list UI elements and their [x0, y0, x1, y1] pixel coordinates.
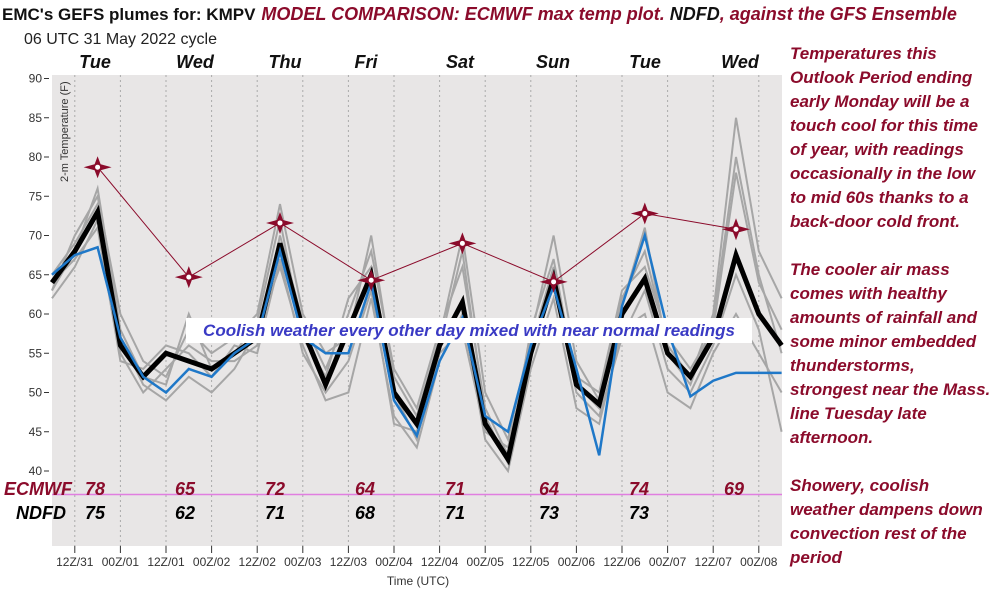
day-label: Tue: [629, 52, 661, 72]
x-tick-label: 00Z/03: [284, 555, 322, 569]
ndfd-value: 62: [174, 503, 196, 523]
ecmwf-value: 64: [354, 479, 376, 499]
ecmwf-value: 71: [444, 479, 466, 499]
x-tick-label: 00Z/02: [193, 555, 231, 569]
day-label: Wed: [176, 52, 214, 72]
chart-title: EMC's GEFS plumes for: KMPV: [2, 5, 256, 24]
ecmwf-marker-center: [642, 211, 648, 217]
ecmwf-value: 64: [538, 479, 560, 499]
x-axis-label: Time (UTC): [387, 574, 449, 588]
day-label: Tue: [79, 52, 111, 72]
ecmwf-value: 69: [723, 479, 745, 499]
ecmwf-marker-center: [733, 226, 739, 232]
ecmwf-value: 65: [174, 479, 196, 499]
y-tick-label: 70: [29, 229, 43, 243]
ensemble-member-line: [51, 156, 783, 467]
x-tick-label: 12Z/04: [421, 555, 459, 569]
x-tick-label: 00Z/08: [740, 555, 778, 569]
ndfd-value: 71: [264, 503, 286, 523]
day-label: Sun: [536, 52, 570, 72]
y-tick-label: 45: [29, 425, 43, 439]
ndfd-value: 73: [628, 503, 650, 523]
plot-area: [52, 75, 782, 546]
ndfd-value: 75: [84, 503, 106, 523]
ecmwf-marker-center: [186, 274, 192, 280]
y-tick-label: 80: [29, 150, 43, 164]
x-tick-label: 12Z/31: [56, 555, 94, 569]
discussion-paragraph: Temperatures this Outlook Period ending …: [790, 44, 978, 231]
ecmwf-line: [97, 166, 737, 283]
x-tick-label: 00Z/06: [558, 555, 596, 569]
ecmwf-value: 78: [84, 479, 106, 499]
y-tick-label: 65: [29, 268, 43, 282]
day-label: Thu: [268, 52, 302, 72]
discussion-paragraph: The cooler air mass comes with healthy a…: [790, 260, 991, 447]
ndfd-row-label: NDFD: [16, 503, 66, 523]
y-tick-label: 40: [29, 464, 43, 478]
y-tick-label: 90: [29, 72, 43, 86]
x-tick-label: 00Z/07: [649, 555, 687, 569]
x-tick-label: 12Z/07: [695, 555, 733, 569]
headline-ndfd: NDFD: [669, 4, 720, 24]
x-tick-label: 00Z/05: [467, 555, 505, 569]
headline-tail: , against the GFS Ensemble: [719, 4, 957, 24]
ecmwf-row-label: ECMWF: [4, 479, 72, 499]
control-run-line: [51, 230, 782, 456]
x-tick-label: 12Z/03: [330, 555, 368, 569]
x-tick-label: 00Z/01: [102, 555, 140, 569]
day-label: Sat: [445, 52, 475, 72]
y-axis-label: 2-m Temperature (F): [59, 81, 71, 182]
ndfd-value: 71: [444, 503, 466, 523]
headline-text: MODEL COMPARISON: ECMWF max temp plot.: [261, 4, 665, 24]
ndfd-value: 73: [538, 503, 560, 523]
discussion-paragraph: Showery, coolish weather dampens down co…: [790, 476, 983, 567]
headline: MODEL COMPARISON: ECMWF max temp plot. N…: [261, 4, 956, 25]
day-label: Fri: [354, 52, 378, 72]
header-line: EMC's GEFS plumes for: KMPV MODEL COMPAR…: [2, 4, 957, 25]
cycle-label: 06 UTC 31 May 2022 cycle: [24, 31, 217, 48]
ecmwf-value: 72: [264, 479, 286, 499]
x-tick-label: 00Z/04: [375, 555, 413, 569]
ecmwf-marker-center: [459, 240, 465, 246]
y-tick-label: 60: [29, 307, 43, 321]
forecast-discussion: Temperatures this Outlook Period ending …: [790, 42, 995, 594]
ecmwf-marker-center: [368, 277, 374, 283]
x-tick-label: 12Z/06: [603, 555, 641, 569]
x-tick-label: 12Z/05: [512, 555, 550, 569]
x-tick-label: 12Z/02: [239, 555, 277, 569]
y-tick-label: 85: [29, 111, 43, 125]
ndfd-value: 68: [354, 503, 376, 523]
ecmwf-marker-center: [277, 220, 283, 226]
banner: Coolish weather every other day mixed wi…: [186, 318, 752, 343]
ecmwf-value: 74: [628, 479, 650, 499]
y-tick-label: 50: [29, 386, 43, 400]
y-tick-label: 75: [29, 189, 43, 203]
y-tick-label: 55: [29, 346, 43, 360]
x-tick-label: 12Z/01: [147, 555, 185, 569]
ensemble-member-line: [51, 216, 783, 474]
ecmwf-marker-center: [551, 279, 557, 285]
ecmwf-marker-center: [95, 164, 101, 170]
day-label: Wed: [721, 52, 759, 72]
